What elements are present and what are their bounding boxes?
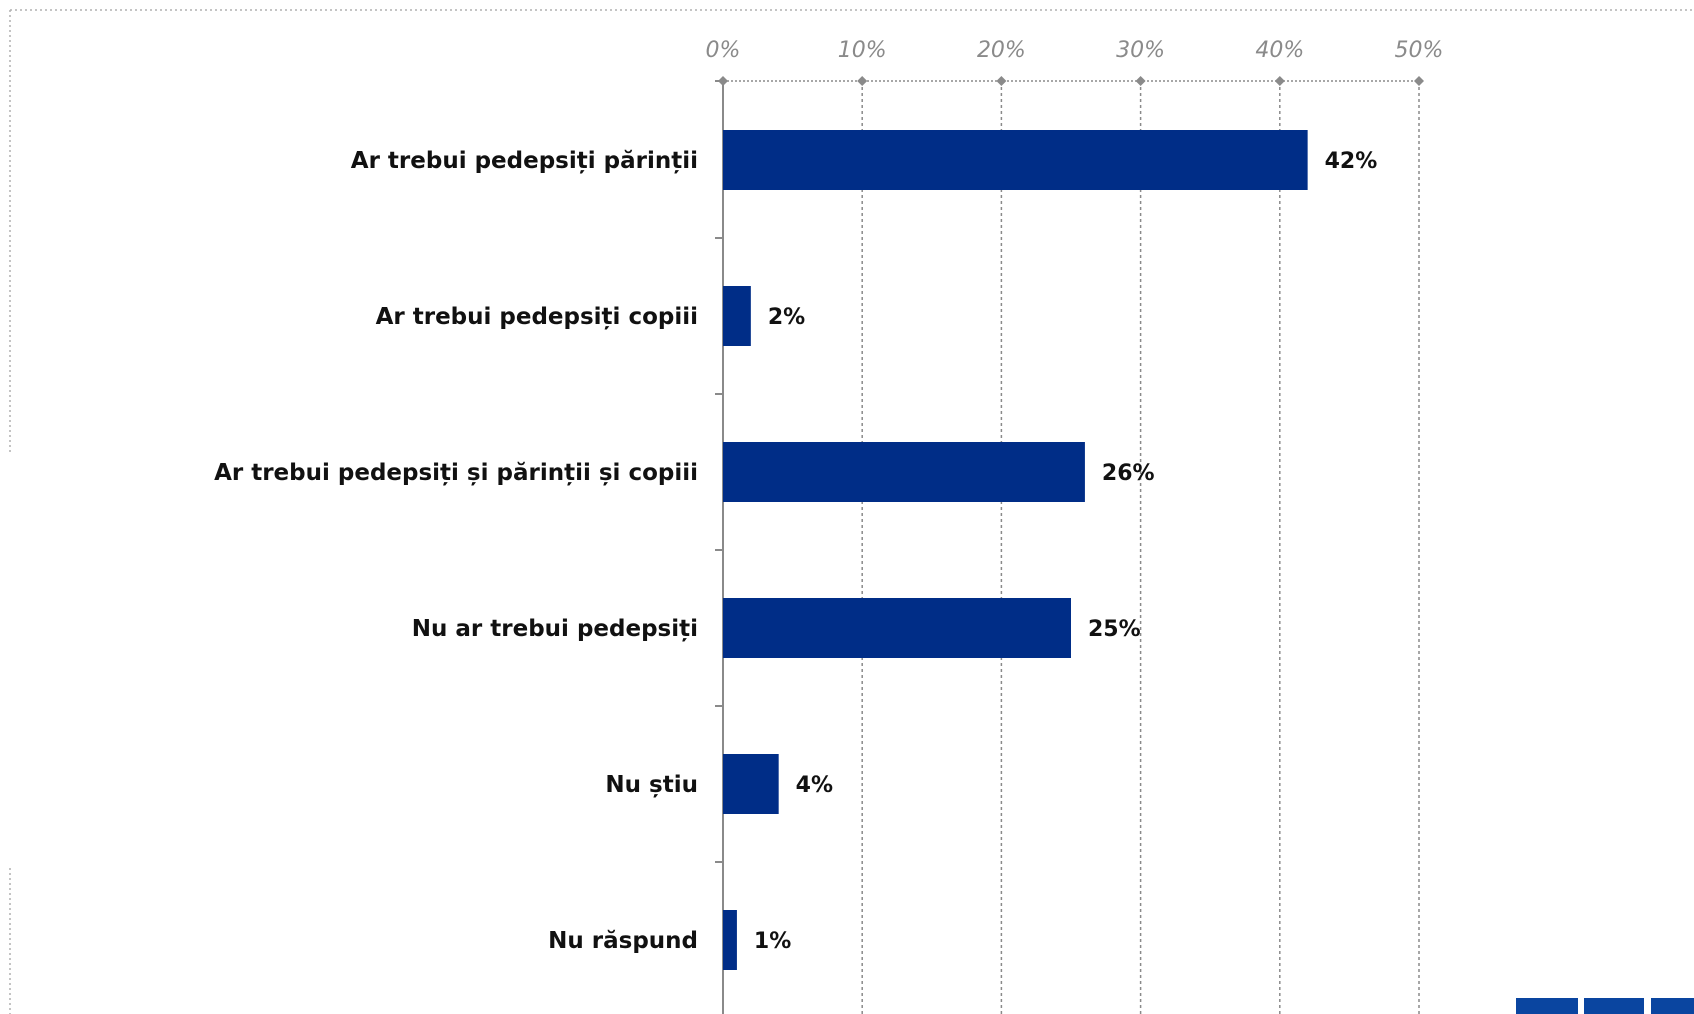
value-label: 25% <box>1088 617 1141 642</box>
logo-badge <box>1516 998 1694 1014</box>
x-tick-marker <box>1274 76 1285 86</box>
x-tick-marker <box>1414 76 1424 86</box>
value-label: 26% <box>1102 461 1155 486</box>
value-label: 42% <box>1325 149 1378 174</box>
category-label: Nu răspund <box>548 928 698 954</box>
logo-block <box>1651 998 1694 1014</box>
x-tick-label: 50% <box>1395 38 1444 63</box>
x-tick-label: 20% <box>977 38 1026 63</box>
value-label: 1% <box>754 929 791 954</box>
x-tick-marker <box>857 76 868 86</box>
bar <box>723 130 1308 190</box>
bars <box>723 130 1308 970</box>
x-tick-marker <box>996 76 1007 86</box>
bar <box>723 910 737 970</box>
frame-border <box>9 9 1694 1014</box>
x-tick-label: 30% <box>1116 38 1165 63</box>
category-label: Nu știu <box>605 772 698 798</box>
x-tick-label: 40% <box>1255 38 1304 63</box>
bar <box>723 286 751 346</box>
logo-block <box>1584 998 1644 1014</box>
category-label: Nu ar trebui pedepsiți <box>412 616 698 642</box>
x-tick-marker <box>1135 76 1146 86</box>
category-label: Ar trebui pedepsiți părinții <box>351 148 698 174</box>
bar <box>723 442 1085 502</box>
logo-block <box>1516 998 1578 1014</box>
axes: 0% 10% 20% 30% 40% 50% <box>706 38 1444 1014</box>
bar <box>723 754 779 814</box>
labels: Ar trebui pedepsiți părinții 42% Ar trebui… <box>214 148 1377 954</box>
value-label: 2% <box>768 305 805 330</box>
bar <box>723 598 1071 658</box>
value-label: 4% <box>796 773 833 798</box>
x-tick-label: 10% <box>838 38 887 63</box>
category-label: Ar trebui pedepsiți și părinții și copii… <box>214 460 698 486</box>
x-tick-label: 0% <box>706 38 741 63</box>
category-label: Ar trebui pedepsiți copiii <box>376 304 698 330</box>
